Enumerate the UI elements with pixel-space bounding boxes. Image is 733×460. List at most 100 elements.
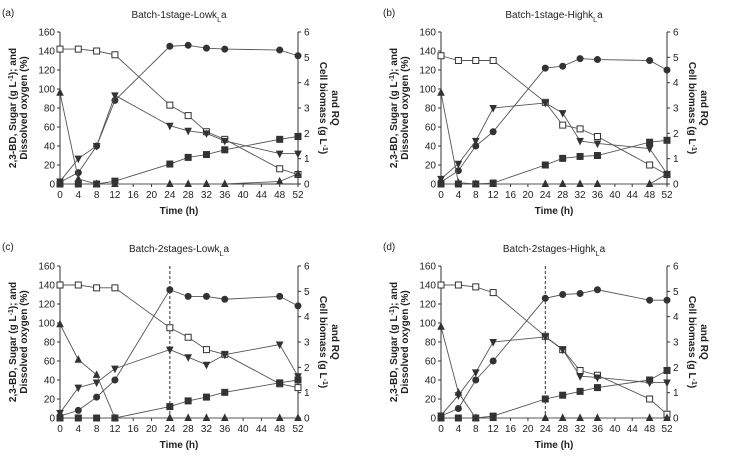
chart-title-part: Batch-2stages-Lowk	[129, 244, 221, 255]
y-axis-label-part: ); and	[8, 48, 19, 75]
panel-label: (d)	[383, 242, 395, 253]
y2-axis-label-part: and RQ	[329, 90, 340, 126]
y2-tick-label: 4	[304, 78, 310, 89]
y2-tick-label: 6	[304, 28, 310, 39]
panel-label: (c)	[2, 242, 14, 253]
x-tick-label: 24	[540, 424, 552, 435]
marker	[184, 112, 192, 120]
marker	[275, 341, 284, 350]
y2-tick-label: 6	[673, 28, 679, 39]
chart-title-part: L	[593, 17, 597, 24]
x-tick-label: 52	[292, 424, 304, 435]
y-axis-label: 2,3-BD, Sugar (g L-1); and	[389, 282, 401, 402]
marker	[166, 179, 174, 187]
y2-axis-label-part: )	[317, 151, 328, 154]
y2-axis-label: and RQ	[329, 324, 340, 360]
x-axis-label: Time (h)	[535, 440, 574, 451]
marker	[576, 413, 584, 421]
chart-title-part: a	[597, 10, 603, 21]
marker	[646, 395, 654, 403]
chart-title-part: Batch-1stage-Highk	[505, 10, 594, 21]
x-tick-label: 0	[57, 424, 63, 435]
series-line	[60, 48, 299, 175]
x-tick-label: 0	[438, 424, 444, 435]
marker	[294, 373, 302, 381]
y2-axis-label: Cell biomass (g L-1)	[686, 62, 698, 154]
y2-tick-label: 5	[304, 287, 310, 298]
marker	[593, 374, 602, 383]
marker	[276, 135, 284, 143]
series-line	[59, 94, 298, 182]
x-tick-label: 44	[256, 424, 268, 435]
y-tick-label: 160	[419, 262, 436, 273]
y2-tick-label: 4	[304, 312, 310, 323]
y2-tick-label: 6	[304, 262, 310, 273]
y-tick-label: 20	[44, 161, 56, 172]
marker	[663, 66, 671, 74]
y-tick-label: 60	[425, 357, 437, 368]
marker	[111, 284, 119, 292]
x-tick-label: 48	[274, 190, 286, 201]
chart-title-part: L	[596, 251, 600, 258]
y2-tick-label: 4	[673, 78, 679, 89]
y2-tick-label: 0	[673, 414, 679, 425]
y2-tick-label: 0	[673, 180, 679, 191]
marker	[294, 302, 302, 310]
marker	[93, 414, 101, 422]
marker	[166, 403, 174, 411]
y-tick-label: 100	[419, 319, 436, 330]
y2-tick-label: 3	[673, 104, 679, 115]
marker	[202, 393, 210, 401]
marker	[541, 64, 549, 72]
y-axis-label: 2,3-BD, Sugar (g L-1); and	[8, 282, 20, 402]
x-tick-label: 36	[592, 190, 604, 201]
marker	[276, 46, 284, 54]
marker	[593, 152, 601, 159]
y2-axis-label: Cell biomass (g L-1)	[686, 296, 698, 388]
marker	[111, 413, 119, 421]
marker	[437, 52, 445, 60]
x-tick-label: 40	[609, 190, 621, 201]
y-tick-label: 100	[38, 85, 55, 96]
marker	[576, 137, 584, 146]
marker	[489, 413, 497, 421]
marker	[576, 387, 584, 395]
y2-axis-label-part: )	[686, 385, 697, 388]
marker	[184, 413, 192, 421]
x-tick-label: 4	[456, 190, 462, 201]
marker	[275, 150, 284, 159]
marker	[93, 47, 101, 55]
y-axis-label-part: 2,3-BD, Sugar (g L	[389, 315, 400, 402]
y-tick-label: 40	[44, 376, 56, 387]
x-tick-label: 12	[109, 424, 121, 435]
marker	[541, 99, 550, 108]
y-axis-label-part: ); and	[389, 282, 400, 309]
marker	[111, 51, 119, 59]
marker	[454, 405, 462, 412]
marker	[92, 179, 101, 187]
y-tick-label: 120	[419, 300, 436, 311]
marker	[93, 393, 101, 401]
x-tick-label: 32	[201, 424, 213, 435]
x-tick-label: 16	[505, 190, 517, 201]
marker	[472, 57, 480, 64]
y2-axis-label: Cell biomass (g L-1)	[317, 296, 329, 388]
y2-tick-label: 5	[673, 287, 679, 298]
marker	[541, 413, 550, 421]
x-tick-label: 40	[238, 424, 250, 435]
y2-tick-label: 3	[304, 104, 310, 115]
marker	[184, 292, 192, 300]
marker	[489, 289, 497, 297]
x-tick-label: 0	[57, 190, 63, 201]
y2-axis-label: and RQ	[698, 90, 709, 126]
x-tick-label: 44	[627, 190, 639, 201]
y-axis-label-part: 2,3-BD, Sugar (g L	[8, 315, 19, 402]
y2-axis-label-part: and RQ	[698, 324, 709, 360]
marker	[437, 175, 445, 184]
marker	[489, 179, 497, 187]
y2-tick-label: 1	[673, 388, 679, 399]
marker	[166, 413, 174, 421]
marker	[559, 62, 567, 70]
x-tick-label: 36	[592, 424, 604, 435]
